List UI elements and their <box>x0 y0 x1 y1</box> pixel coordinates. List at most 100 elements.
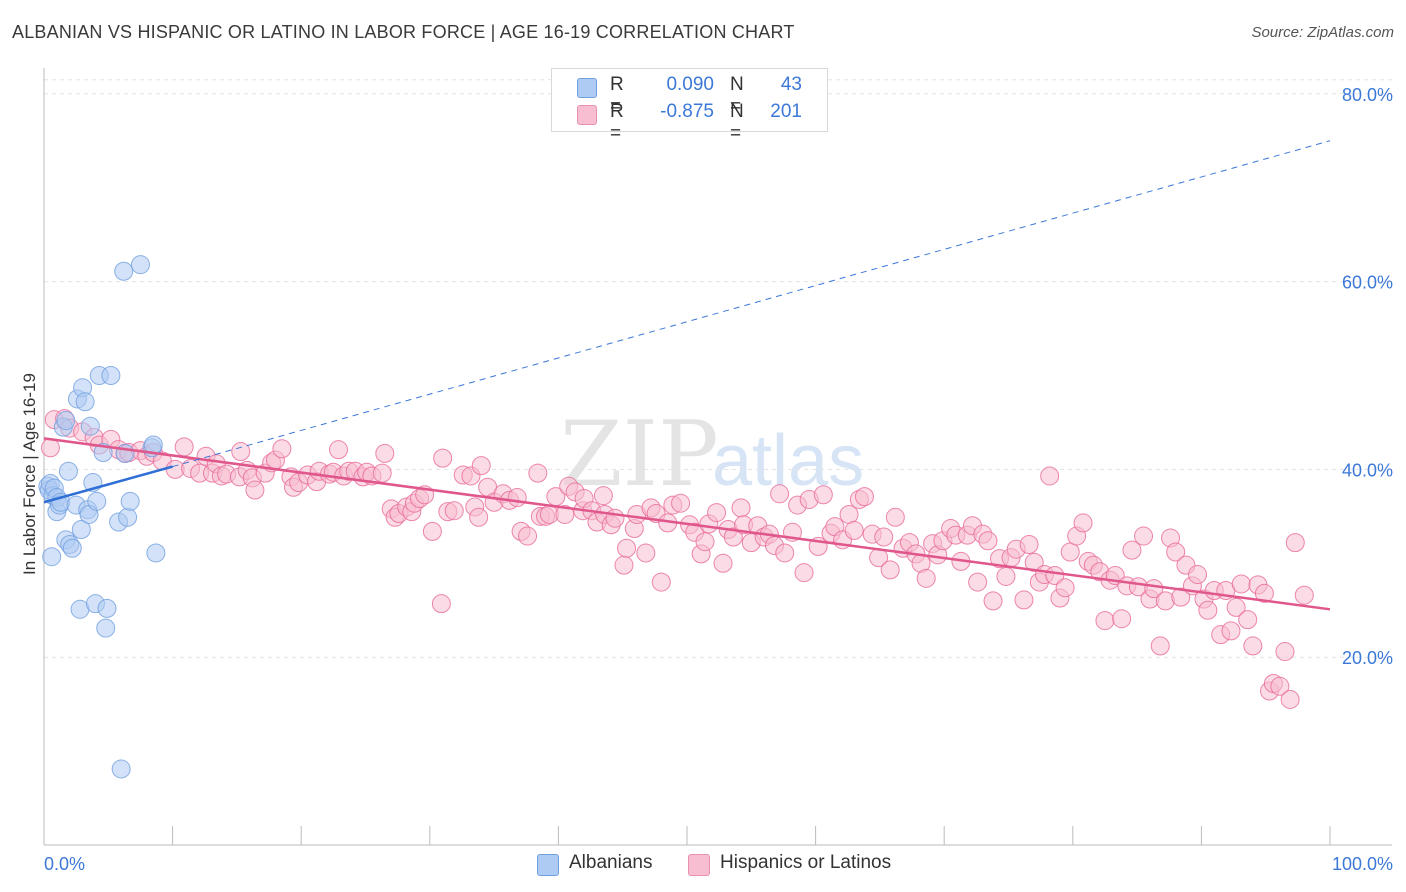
hispanic-point <box>770 484 790 504</box>
hispanic-point <box>1095 611 1115 631</box>
legend-n-value: 201 <box>770 101 802 122</box>
hispanic-point <box>372 463 392 483</box>
hispanic-point <box>1198 600 1218 620</box>
hispanic-point <box>1112 609 1132 629</box>
hispanic-point <box>723 527 743 547</box>
albanian-point <box>71 519 91 539</box>
bottom-legend-swatch-hispanics <box>688 854 710 876</box>
hispanic-point <box>1055 578 1075 598</box>
hispanic-point <box>328 440 348 460</box>
albanian-point <box>87 491 107 511</box>
hispanic-point <box>1166 542 1186 562</box>
hispanic-point <box>444 501 464 521</box>
correlation-legend: R = 0.090 N = 43 R = -0.875 N = 201 <box>551 68 828 144</box>
hispanic-point <box>713 553 733 573</box>
y-tick-label: 40.0% <box>1342 460 1393 480</box>
hispanic-point <box>1270 676 1290 696</box>
albanian-point <box>58 461 78 481</box>
legend-n-label: N = <box>730 101 744 144</box>
hispanic-point <box>422 521 442 541</box>
hispanic-point <box>996 566 1016 586</box>
hispanic-point <box>839 504 859 524</box>
albanian-point <box>120 491 140 511</box>
legend-n-value: 43 <box>780 74 802 95</box>
hispanic-point <box>431 594 451 614</box>
albanian-trend-extension <box>172 140 1331 468</box>
hispanic-point <box>1188 565 1208 585</box>
hispanic-point <box>518 526 538 546</box>
hispanic-point <box>245 480 265 500</box>
legend-swatch-hispanics <box>577 105 597 125</box>
y-tick-label: 60.0% <box>1342 273 1393 293</box>
watermark: atlas <box>712 421 864 501</box>
hispanic-point <box>40 438 60 458</box>
legend-r-label: R = <box>610 101 624 144</box>
legend-r-label: R = <box>610 74 624 117</box>
hispanic-point <box>1150 636 1170 656</box>
hispanic-point <box>471 456 491 476</box>
source-credit: Source: ZipAtlas.com <box>1251 24 1394 41</box>
hispanic-point <box>1275 642 1295 662</box>
hispanic-point <box>874 527 894 547</box>
hispanic-point <box>968 572 988 592</box>
hispanic-point <box>651 572 671 592</box>
hispanic-point <box>1122 540 1142 560</box>
hispanic-point <box>1226 597 1246 617</box>
albanian-point <box>75 392 95 412</box>
albanian-point <box>56 411 76 431</box>
hispanic-point <box>375 443 395 463</box>
hispanic-point <box>433 448 453 468</box>
y-tick-label: 20.0% <box>1342 648 1393 668</box>
hispanic-trend-line <box>43 437 1331 611</box>
hispanic-point <box>854 487 874 507</box>
albanian-point <box>62 538 82 558</box>
hispanic-point <box>707 503 727 523</box>
hispanic-point <box>528 463 548 483</box>
hispanic-point <box>1280 689 1300 709</box>
hispanic-point <box>880 560 900 580</box>
hispanic-point <box>231 442 251 462</box>
hispanic-point <box>794 563 814 583</box>
legend-swatch-albanians <box>577 78 597 98</box>
hispanic-point <box>1238 610 1258 630</box>
hispanic-point <box>671 493 691 513</box>
hispanic-point <box>636 543 656 563</box>
bottom-legend-label: Hispanics or Latinos <box>720 852 892 873</box>
hispanic-point <box>775 543 795 563</box>
hispanic-point <box>813 485 833 505</box>
hispanic-point <box>1024 552 1044 572</box>
hispanic-point <box>1231 574 1251 594</box>
legend-n-label: N = <box>730 74 744 117</box>
hispanic-point <box>469 507 489 527</box>
x-tick-label: 0.0% <box>44 854 85 874</box>
hispanic-point <box>1060 542 1080 562</box>
hispanic-point <box>614 555 634 575</box>
hispanic-point <box>844 520 864 540</box>
hispanic-point <box>1073 513 1093 533</box>
hispanic-point <box>1254 583 1274 603</box>
hispanic-point <box>885 507 905 527</box>
hispanic-point <box>1019 535 1039 555</box>
hispanic-point <box>1171 587 1191 607</box>
hispanic-point <box>1221 621 1241 641</box>
hispanic-point <box>605 508 625 528</box>
hispanic-point <box>1014 590 1034 610</box>
albanian-point <box>97 598 117 618</box>
albanian-point <box>96 618 116 638</box>
hispanic-point <box>983 591 1003 611</box>
hispanic-point <box>555 504 575 524</box>
y-axis-label: In Labor Force | Age 16-19 <box>20 373 39 575</box>
hispanic-point <box>916 568 936 588</box>
hispanic-point <box>593 486 613 506</box>
albanian-point <box>42 547 62 567</box>
bottom-legend-swatch-albanians <box>537 854 559 876</box>
albanian-point <box>101 365 121 385</box>
albanian-point <box>146 543 166 563</box>
legend-r-value: 0.090 <box>666 74 714 95</box>
bottom-legend-label: Albanians <box>569 852 653 873</box>
hispanic-point <box>1134 526 1154 546</box>
hispanic-point <box>731 498 751 518</box>
y-axis-label-container: In Labor Force | Age 16-19 <box>20 373 222 595</box>
hispanic-point <box>174 437 194 457</box>
